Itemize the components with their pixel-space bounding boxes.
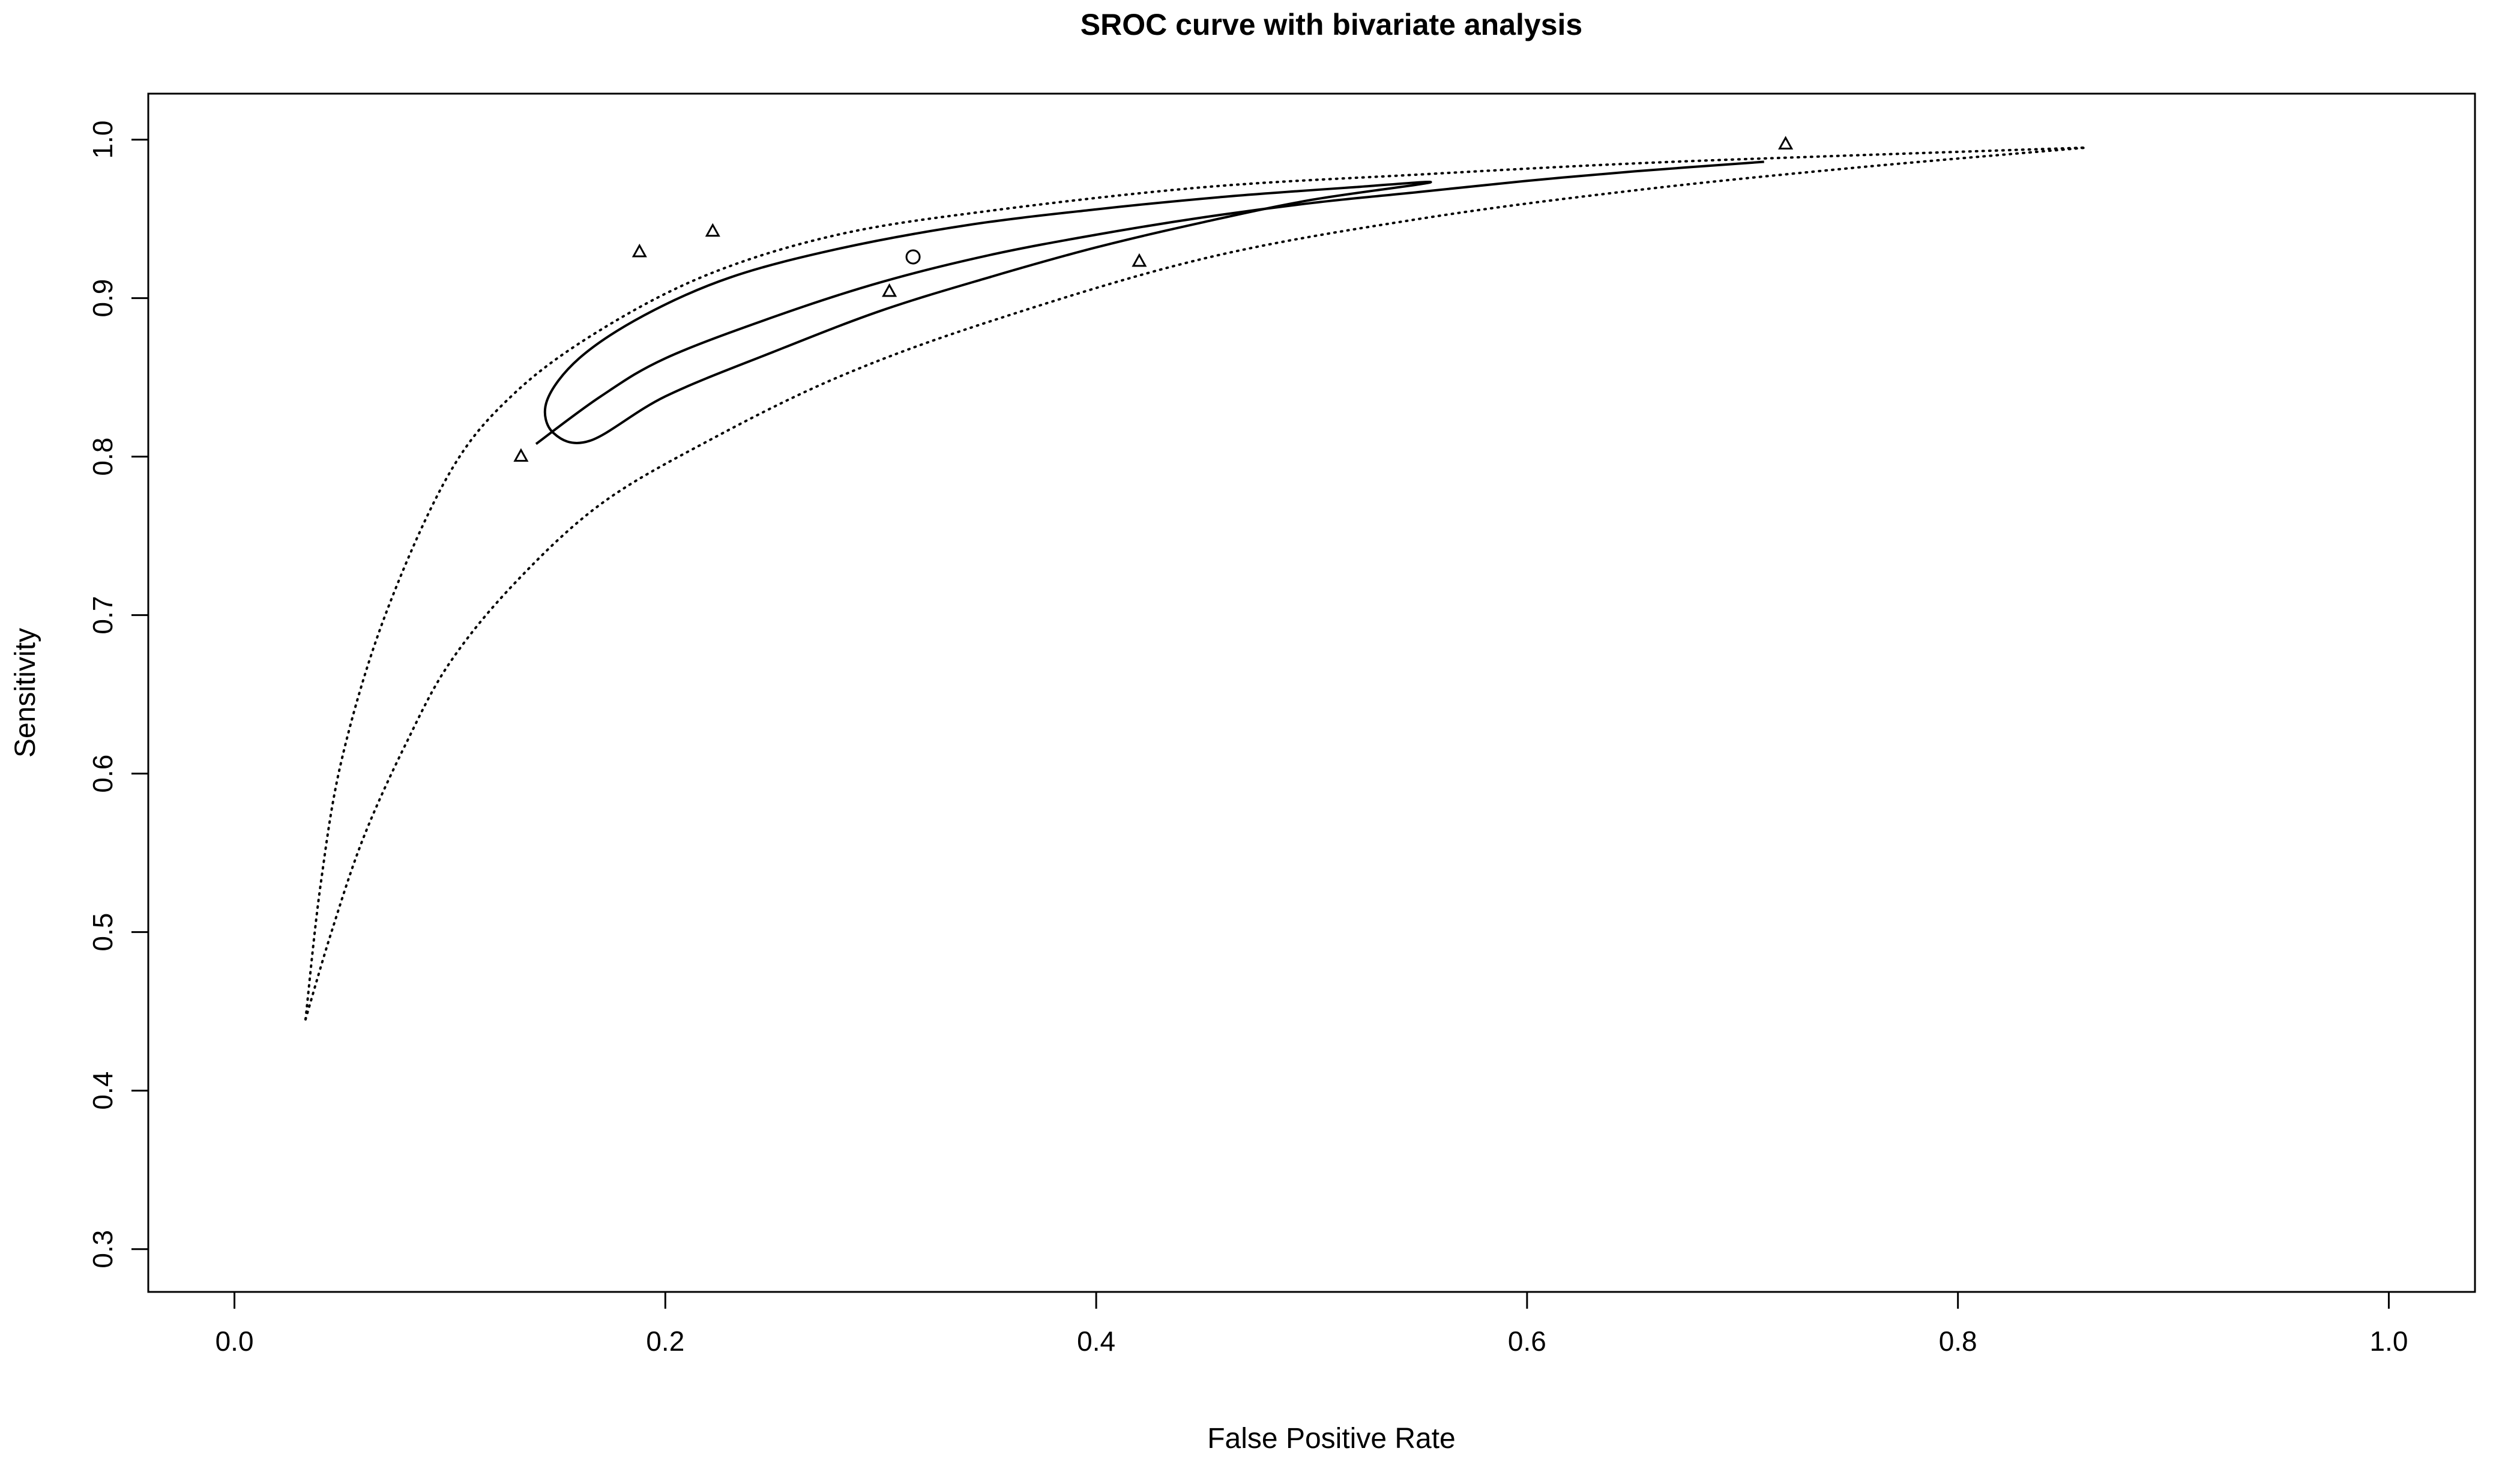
y-tick-label: 1.0 <box>87 121 118 159</box>
x-tick-label: 0.4 <box>1077 1326 1115 1357</box>
summary-point <box>905 249 921 265</box>
study-point <box>705 223 720 237</box>
x-axis-label: False Positive Rate <box>1207 1423 1456 1455</box>
prediction-region-lower <box>304 146 2088 1021</box>
y-axis: 0.3 0.4 0.5 0.6 0.7 0.8 0.9 1.0 <box>87 121 148 1268</box>
y-tick-label: 0.4 <box>87 1072 118 1110</box>
study-point <box>513 448 529 462</box>
curves <box>304 146 2088 1021</box>
study-point <box>882 283 897 297</box>
study-point <box>1778 136 1794 149</box>
y-tick-label: 0.3 <box>87 1230 118 1268</box>
study-points <box>513 136 1794 462</box>
chart-title: SROC curve with bivariate analysis <box>1081 8 1582 41</box>
x-tick-label: 0.8 <box>1939 1326 1977 1357</box>
y-tick-label: 0.7 <box>87 596 118 635</box>
study-point <box>632 243 647 258</box>
x-tick-label: 0.6 <box>1508 1326 1546 1357</box>
y-tick-label: 0.8 <box>87 438 118 476</box>
sroc-curve <box>535 160 1764 445</box>
x-tick-label: 1.0 <box>2369 1326 2408 1357</box>
prediction-region-upper <box>304 146 2088 1021</box>
confidence-region <box>543 180 1432 444</box>
x-tick-label: 0.2 <box>646 1326 684 1357</box>
y-tick-label: 0.9 <box>87 279 118 318</box>
plot-frame <box>147 92 2476 1293</box>
study-point <box>1132 253 1147 267</box>
y-tick-label: 0.5 <box>87 913 118 952</box>
x-tick-label: 0.0 <box>216 1326 254 1357</box>
y-tick-label: 0.6 <box>87 755 118 793</box>
x-axis: 0.0 0.2 0.4 0.6 0.8 1.0 <box>216 1292 2408 1357</box>
y-axis-label: Sensitivity <box>10 628 41 758</box>
